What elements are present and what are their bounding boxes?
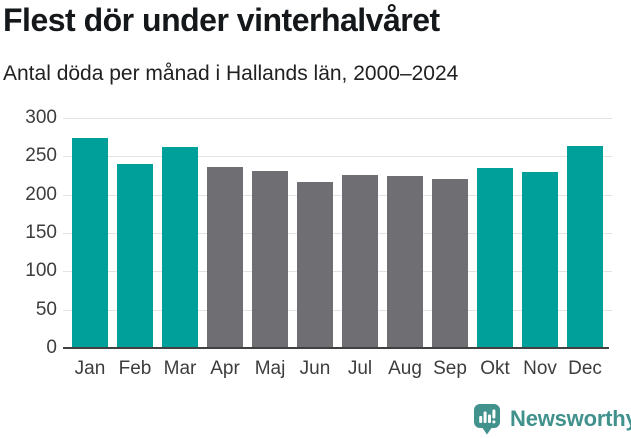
bar-jul <box>342 174 378 348</box>
bar-maj <box>252 170 288 348</box>
newsworthy-logo-icon <box>474 404 500 435</box>
y-tick-label-300: 300 <box>25 107 57 128</box>
x-tick-label-jul: Jul <box>347 358 373 379</box>
bar-sep <box>432 178 468 348</box>
bar-apr <box>207 167 243 348</box>
y-tick-label-250: 250 <box>25 145 57 167</box>
y-tick-label-100: 100 <box>25 260 57 282</box>
bar-jun <box>297 182 333 348</box>
x-tick-label-apr: Apr <box>210 358 240 379</box>
bar-okt <box>477 167 513 348</box>
x-tick-label-nov: Nov <box>523 358 557 379</box>
gridline-150 <box>63 233 612 234</box>
x-tick-label-sep: Sep <box>433 358 467 379</box>
gridline-200 <box>63 194 612 196</box>
x-tick-label-jun: Jun <box>299 358 331 379</box>
chart-subtitle: Antal döda per månad i Hallands län, 200… <box>3 62 459 85</box>
bar-jan <box>72 137 108 348</box>
x-tick-label-aug: Aug <box>388 358 422 379</box>
gridline-100 <box>63 271 612 273</box>
bar-feb <box>117 164 153 348</box>
x-tick-label-feb: Feb <box>118 358 152 379</box>
brand-name: Newsworthy <box>510 406 631 431</box>
x-tick-label-maj: Maj <box>254 358 286 379</box>
bar-aug <box>387 175 423 348</box>
x-tick-label-dec: Dec <box>568 358 602 379</box>
x-tick-label-jan: Jan <box>74 358 106 379</box>
x-tick-label-mar: Mar <box>163 358 197 379</box>
bar-dec <box>567 146 603 348</box>
plot-area <box>63 118 612 348</box>
y-tick-label-200: 200 <box>25 183 57 205</box>
x-tick-label-okt: Okt <box>480 358 510 379</box>
gridline-50 <box>63 309 612 311</box>
y-tick-label-50: 50 <box>35 298 57 320</box>
gridline-250 <box>63 156 612 158</box>
chart-title: Flest dör under vinterhalvåret <box>3 2 440 38</box>
x-axis-line <box>63 347 609 349</box>
brand-footer: Newsworthy <box>472 402 631 436</box>
y-tick-label-0: 0 <box>46 337 57 358</box>
y-tick-label-150: 150 <box>25 222 57 243</box>
bar-nov <box>522 171 558 348</box>
bar-mar <box>162 147 198 348</box>
gridline-300 <box>63 118 612 119</box>
